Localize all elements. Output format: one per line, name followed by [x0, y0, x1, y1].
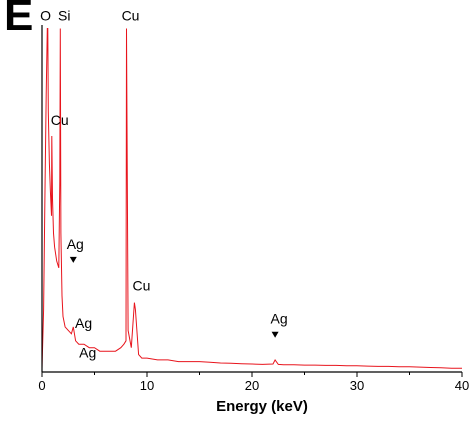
spectrum-line-0: [41, 28, 462, 369]
plot-area: [41, 28, 462, 369]
x-axis-label: Energy (keV): [216, 398, 308, 415]
peak-label-ag-8: Ag: [271, 311, 288, 327]
x-tick-label-20: 20: [245, 378, 259, 393]
panel-label: E: [4, 0, 34, 40]
peak-annotations: O Si Cu Cu Ag Ag Ag Cu Ag: [40, 7, 288, 360]
x-tick-label-0: 0: [38, 378, 45, 393]
peak-label-cu-3: Cu: [51, 112, 69, 128]
axes: 0 10 20 30 40: [38, 25, 469, 393]
peak-label-cu-7: Cu: [132, 278, 150, 294]
peak-label-ag-6: Ag: [79, 344, 96, 360]
peak-marker-4: [69, 256, 77, 263]
peak-label-o-0: O: [40, 7, 51, 23]
x-tick-label-10: 10: [140, 378, 154, 393]
peak-label-si-1: Si: [58, 7, 70, 23]
x-tick-label-40: 40: [455, 378, 469, 393]
x-tick-label-30: 30: [350, 378, 364, 393]
peak-label-ag-5: Ag: [75, 315, 92, 331]
peak-marker-8: [271, 331, 279, 338]
peak-label-cu-2: Cu: [122, 7, 140, 23]
peak-label-ag-4: Ag: [67, 236, 84, 252]
